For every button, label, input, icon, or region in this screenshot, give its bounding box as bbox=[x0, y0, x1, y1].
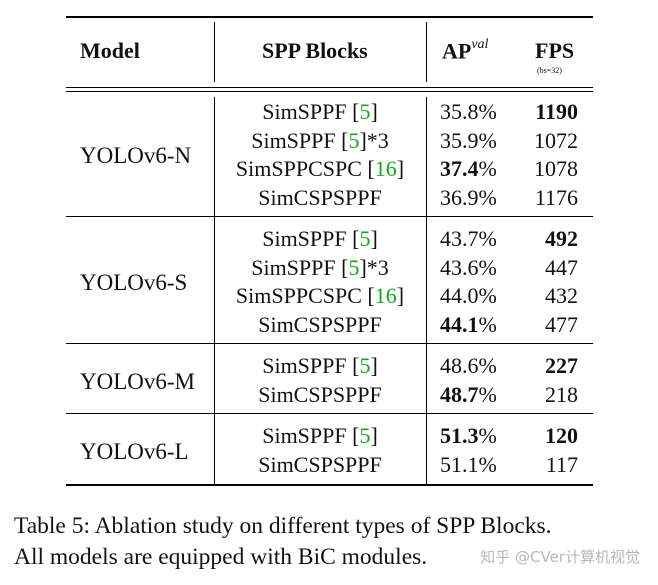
citation-link: 5 bbox=[348, 127, 360, 153]
spp-block-suffix: *3 bbox=[366, 254, 389, 280]
ap-number: 43.7 bbox=[440, 226, 479, 251]
model-name: YOLOv6-S bbox=[80, 270, 188, 295]
ap-number: 44.1 bbox=[440, 311, 479, 337]
header-double-rule-bottom bbox=[66, 91, 593, 92]
spp-block-label: SimSPPF bbox=[251, 127, 342, 153]
group-separator-rule bbox=[66, 216, 593, 217]
ap-number: 51.1 bbox=[440, 451, 479, 477]
spp-block-name: SimCSPSPPF bbox=[214, 184, 426, 210]
fps-value: 477 bbox=[545, 311, 578, 337]
spp-block-label: SimSPPF bbox=[262, 423, 353, 448]
spp-block-name: SimCSPSPPF bbox=[214, 451, 426, 477]
ap-value: 48.6% bbox=[440, 353, 497, 378]
spp-block-label: SimCSPSPPF bbox=[258, 381, 382, 407]
watermark: 知乎 @CVer计算机视觉 bbox=[480, 548, 640, 566]
spp-block-name: SimSPPF [5]*3 bbox=[251, 127, 389, 153]
ap-value: 44.0% bbox=[440, 283, 497, 308]
header-fps: FPS bbox=[535, 38, 575, 63]
ap-number: 43.6 bbox=[440, 254, 479, 280]
fps-value: 218 bbox=[545, 381, 578, 407]
column-divider bbox=[214, 22, 215, 82]
fps-value: 492 bbox=[545, 226, 578, 251]
fps-value: 1190 bbox=[535, 99, 578, 124]
top-rule bbox=[66, 16, 593, 18]
spp-block-name: SimSPPF [5]*3 bbox=[251, 254, 389, 280]
fps-value: 1072 bbox=[534, 127, 578, 153]
spp-block-name: SimSPPCSPC [16] bbox=[235, 283, 405, 308]
spp-block-name: SimCSPSPPF bbox=[214, 311, 426, 337]
spp-block-suffix: *3 bbox=[366, 127, 389, 153]
spp-block-label: SimCSPSPPF bbox=[258, 184, 382, 210]
header-ap-superscript: val bbox=[471, 37, 489, 52]
column-divider bbox=[426, 22, 427, 82]
spp-block-name: SimSPPF [5] bbox=[262, 353, 378, 378]
spp-block-label: SimCSPSPPF bbox=[258, 311, 382, 337]
ap-number: 48.7 bbox=[440, 381, 479, 407]
spp-block-name: SimSPPCSPC [16] bbox=[235, 156, 405, 181]
spp-block-label: SimSPPCSPC bbox=[235, 283, 368, 308]
spp-block-name: SimSPPF [5] bbox=[262, 423, 378, 448]
ap-value: 43.6% bbox=[440, 254, 497, 280]
spp-block-name: SimCSPSPPF bbox=[214, 381, 426, 407]
ap-value: 35.8% bbox=[440, 99, 497, 124]
ap-number: 48.6 bbox=[440, 353, 479, 378]
spp-block-label: SimSPPF bbox=[262, 353, 353, 378]
ap-number: 51.3 bbox=[440, 423, 479, 448]
model-name: YOLOv6-L bbox=[80, 438, 189, 464]
fps-value: 1176 bbox=[534, 184, 578, 210]
citation-link: 5 bbox=[359, 423, 371, 448]
model-name: YOLOv6-N bbox=[80, 143, 192, 168]
ap-number: 35.8 bbox=[440, 99, 479, 124]
ap-number: 44.0 bbox=[440, 283, 479, 308]
ap-value: 35.9% bbox=[440, 127, 497, 153]
group-separator-rule bbox=[66, 413, 593, 414]
citation-link: 5 bbox=[348, 254, 360, 280]
citation-link: 5 bbox=[359, 226, 371, 251]
ap-value: 51.3% bbox=[440, 423, 497, 448]
spp-block-name: SimSPPF [5] bbox=[262, 99, 378, 124]
ap-value: 44.1% bbox=[440, 311, 497, 337]
fps-value: 120 bbox=[545, 423, 578, 448]
header-double-rule-top bbox=[66, 87, 593, 88]
spp-block-label: SimSPPCSPC bbox=[235, 156, 368, 181]
fps-value: 432 bbox=[545, 283, 578, 308]
spp-block-label: SimSPPF bbox=[262, 226, 353, 251]
column-divider bbox=[426, 97, 427, 484]
fps-value: 117 bbox=[545, 451, 578, 477]
ap-value: 36.9% bbox=[440, 184, 497, 210]
fps-value: 227 bbox=[545, 353, 578, 378]
header-fps-note: (bs=32) bbox=[537, 66, 562, 75]
spp-block-label: SimSPPF bbox=[251, 254, 342, 280]
spp-block-name: SimSPPF [5] bbox=[262, 226, 378, 251]
citation-link: 16 bbox=[374, 156, 397, 181]
fps-value: 1078 bbox=[534, 156, 578, 181]
citation-link: 16 bbox=[374, 283, 397, 308]
column-divider bbox=[214, 97, 215, 484]
ap-value: 48.7% bbox=[440, 381, 497, 407]
spp-block-label: SimCSPSPPF bbox=[258, 451, 382, 477]
header-spp-blocks: SPP Blocks bbox=[262, 38, 368, 63]
ap-value: 37.4% bbox=[440, 156, 497, 181]
fps-value: 447 bbox=[545, 254, 578, 280]
citation-link: 5 bbox=[359, 99, 371, 124]
ap-number: 35.9 bbox=[440, 127, 479, 153]
caption-line-1: Table 5: Ablation study on different typ… bbox=[14, 513, 552, 539]
caption-line-2: All models are equipped with BiC modules… bbox=[14, 544, 428, 570]
citation-link: 5 bbox=[359, 353, 371, 378]
header-model: Model bbox=[80, 38, 140, 63]
ap-value: 51.1% bbox=[440, 451, 497, 477]
model-name: YOLOv6-M bbox=[80, 368, 195, 394]
ap-number: 37.4 bbox=[440, 156, 479, 181]
group-separator-rule bbox=[66, 343, 593, 344]
header-ap: APval bbox=[442, 37, 489, 64]
ap-number: 36.9 bbox=[440, 184, 479, 210]
spp-block-label: SimSPPF bbox=[262, 99, 353, 124]
bottom-rule bbox=[66, 484, 593, 486]
ap-value: 43.7% bbox=[440, 226, 497, 251]
